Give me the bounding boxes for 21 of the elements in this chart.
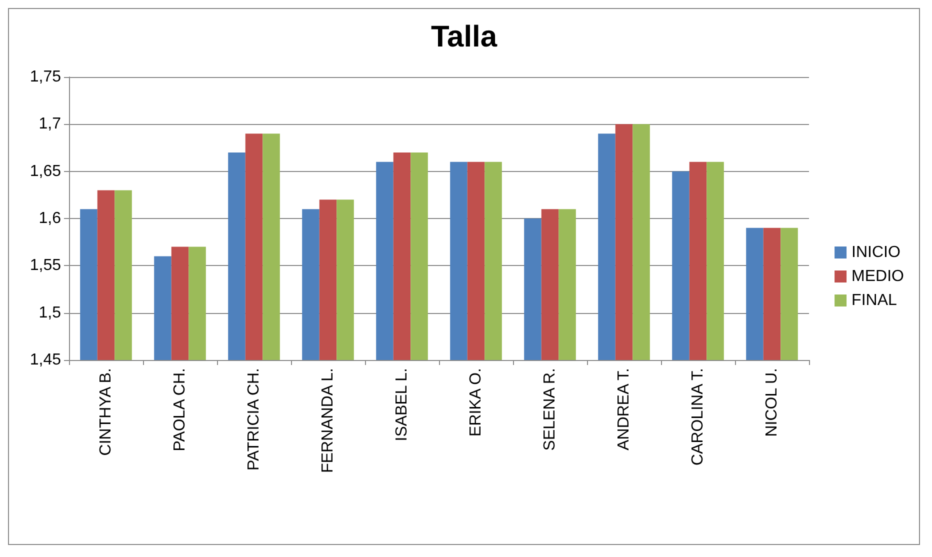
y-tick-label: 1,75: [30, 68, 62, 86]
x-tick-label: NICOL U.: [764, 368, 780, 437]
x-tick-label: FERNANDA L.: [320, 368, 336, 473]
legend-label: INICIO: [852, 244, 900, 261]
y-tick-label: 1,45: [30, 352, 62, 368]
x-tick-label: CINTHYA B.: [98, 368, 114, 456]
y-tick-label: 1,65: [30, 162, 62, 180]
x-tick-label: PAOLA CH.: [172, 368, 188, 452]
x-tick-label: ANDREA T.: [616, 368, 632, 450]
chart-title: Talla: [430, 20, 498, 54]
x-tick-label: SELENA R.: [542, 368, 558, 451]
x-tick-label: CAROLINA T.: [690, 368, 706, 466]
legend-label: FINAL: [852, 292, 897, 309]
legend-label: MEDIO: [852, 268, 904, 285]
y-tick-label: 1,6: [38, 210, 62, 227]
y-tick-label: 1,7: [38, 116, 62, 133]
x-tick-label: PATRICIA CH.: [246, 368, 262, 471]
y-tick-label: 1,5: [38, 304, 62, 322]
x-tick-label: ISABEL L.: [394, 368, 410, 442]
y-tick-label: 1,55: [30, 257, 62, 274]
x-tick-label: ERIKA O.: [468, 368, 484, 436]
